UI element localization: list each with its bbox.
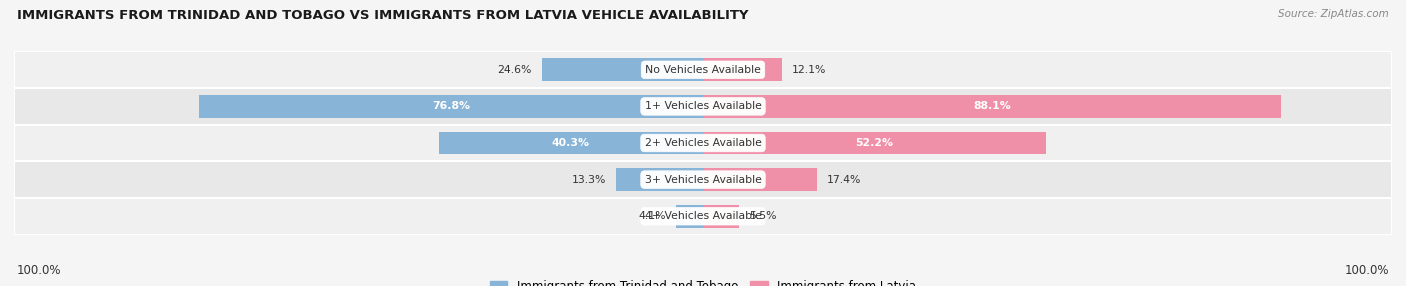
Bar — [676, 205, 703, 228]
Bar — [703, 205, 740, 228]
Text: 17.4%: 17.4% — [827, 175, 862, 184]
Text: 40.3%: 40.3% — [551, 138, 589, 148]
Text: 4.1%: 4.1% — [638, 211, 666, 221]
Bar — [541, 58, 703, 81]
Text: Source: ZipAtlas.com: Source: ZipAtlas.com — [1278, 9, 1389, 19]
Text: 88.1%: 88.1% — [973, 102, 1011, 111]
Bar — [703, 58, 782, 81]
Bar — [703, 95, 1281, 118]
Bar — [14, 51, 1392, 88]
Legend: Immigrants from Trinidad and Tobago, Immigrants from Latvia: Immigrants from Trinidad and Tobago, Imm… — [485, 276, 921, 286]
Text: 13.3%: 13.3% — [571, 175, 606, 184]
Text: 2+ Vehicles Available: 2+ Vehicles Available — [644, 138, 762, 148]
Bar — [703, 168, 817, 191]
Text: 5.5%: 5.5% — [749, 211, 776, 221]
Text: No Vehicles Available: No Vehicles Available — [645, 65, 761, 75]
Text: 100.0%: 100.0% — [17, 265, 62, 277]
Text: 1+ Vehicles Available: 1+ Vehicles Available — [644, 102, 762, 111]
Bar — [14, 125, 1392, 161]
Text: 76.8%: 76.8% — [432, 102, 470, 111]
Text: 3+ Vehicles Available: 3+ Vehicles Available — [644, 175, 762, 184]
Text: IMMIGRANTS FROM TRINIDAD AND TOBAGO VS IMMIGRANTS FROM LATVIA VEHICLE AVAILABILI: IMMIGRANTS FROM TRINIDAD AND TOBAGO VS I… — [17, 9, 748, 21]
Bar — [14, 198, 1392, 235]
Text: 52.2%: 52.2% — [855, 138, 893, 148]
Bar — [703, 132, 1046, 154]
Bar — [14, 88, 1392, 125]
Bar — [439, 132, 703, 154]
Text: 4+ Vehicles Available: 4+ Vehicles Available — [644, 211, 762, 221]
Bar — [14, 161, 1392, 198]
Text: 12.1%: 12.1% — [792, 65, 827, 75]
Text: 100.0%: 100.0% — [1344, 265, 1389, 277]
Text: 24.6%: 24.6% — [498, 65, 531, 75]
Bar — [200, 95, 703, 118]
Bar — [616, 168, 703, 191]
